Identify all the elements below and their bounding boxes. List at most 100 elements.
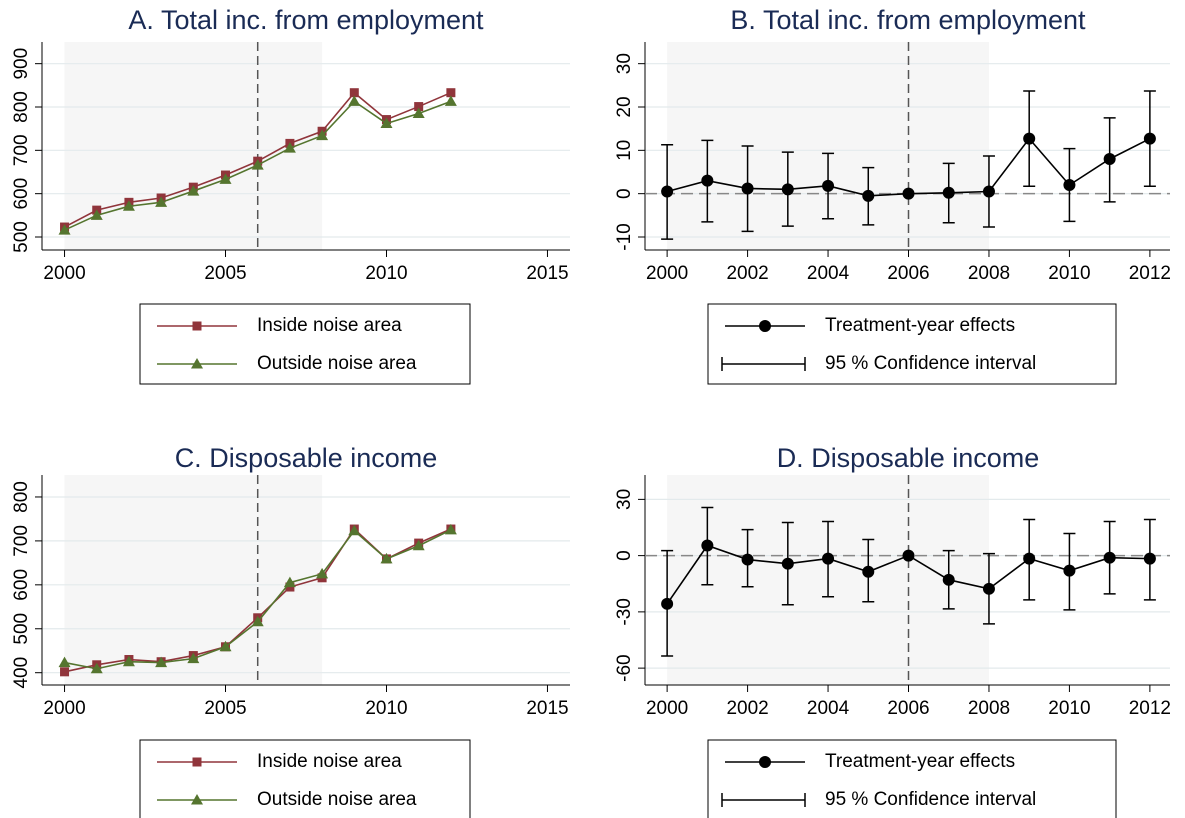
marker <box>1063 564 1076 577</box>
marker <box>191 358 203 369</box>
marker <box>1143 552 1156 565</box>
x-tick-label: 2000 <box>43 263 85 284</box>
marker <box>661 597 674 610</box>
marker <box>862 189 875 202</box>
marker <box>219 173 232 184</box>
x-tick-label: 2008 <box>968 698 1010 719</box>
legend-label: Outside noise area <box>257 789 417 810</box>
legend-box <box>707 303 1117 385</box>
legend-label: Treatment-year effects <box>825 315 1015 336</box>
chart-title: C. Disposable income <box>175 443 438 473</box>
marker <box>58 656 71 668</box>
marker <box>412 107 425 118</box>
marker <box>380 117 393 128</box>
x-tick-label: 2004 <box>807 698 850 719</box>
marker <box>219 640 232 652</box>
chart-title: A. Total inc. from employment <box>128 5 484 35</box>
marker <box>122 200 135 211</box>
marker <box>661 185 674 198</box>
legend-label: Outside noise area <box>257 353 417 374</box>
legend-box <box>707 739 1117 818</box>
marker <box>759 756 771 768</box>
x-tick-label: 2010 <box>365 263 407 284</box>
marker <box>192 321 202 331</box>
marker <box>446 88 456 98</box>
marker <box>701 174 714 187</box>
legend-ci <box>721 793 806 807</box>
y-tick-label: 800 <box>11 481 32 513</box>
marker <box>187 652 200 664</box>
legend-label: Treatment-year effects <box>825 751 1015 772</box>
y-tick-label: 600 <box>11 569 32 601</box>
y-tick-label: 500 <box>11 221 32 253</box>
y-tick-label: -30 <box>614 598 635 625</box>
marker <box>741 553 754 566</box>
y-tick-label: 800 <box>11 91 32 123</box>
marker <box>1023 132 1036 145</box>
marker <box>1023 552 1036 565</box>
marker <box>251 159 264 170</box>
marker <box>191 794 203 805</box>
marker <box>822 552 835 565</box>
marker <box>283 142 296 153</box>
marker <box>741 182 754 195</box>
x-tick-label: 2004 <box>807 263 850 284</box>
y-tick-label: 30 <box>614 53 635 74</box>
y-tick-label: 700 <box>11 525 32 557</box>
marker <box>316 129 329 141</box>
marker <box>316 567 329 579</box>
y-tick-label: -10 <box>614 223 635 250</box>
marker <box>982 185 995 198</box>
marker <box>122 655 135 667</box>
marker <box>192 757 202 767</box>
marker <box>348 524 361 536</box>
marker <box>187 185 200 196</box>
marker <box>759 320 771 332</box>
x-tick-label: 2010 <box>365 698 407 719</box>
shaded-period <box>64 42 323 250</box>
chart-title: B. Total inc. from employment <box>730 5 1086 35</box>
marker <box>380 552 393 564</box>
y-tick-label: 0 <box>614 550 635 561</box>
legend-label: 95 % Confidence interval <box>825 789 1036 810</box>
legend-label: Inside noise area <box>257 315 402 336</box>
marker <box>348 95 361 106</box>
x-tick-label: 2000 <box>646 698 688 719</box>
marker <box>90 209 103 220</box>
x-tick-label: 2000 <box>646 263 688 284</box>
y-tick-label: 700 <box>11 134 32 166</box>
x-tick-label: 2015 <box>526 263 568 284</box>
marker <box>902 549 915 562</box>
marker <box>90 662 103 674</box>
marker <box>444 95 457 106</box>
marker <box>414 102 424 112</box>
marker <box>60 667 70 677</box>
x-tick-label: 2012 <box>1129 698 1171 719</box>
marker <box>781 183 794 196</box>
marker <box>902 187 915 200</box>
marker <box>1103 153 1116 165</box>
marker <box>982 582 995 595</box>
legend-box <box>139 303 471 385</box>
chart-title: D. Disposable income <box>777 443 1040 473</box>
shaded-period <box>64 475 323 685</box>
marker <box>155 656 168 668</box>
marker <box>862 565 875 578</box>
marker <box>251 615 264 627</box>
y-tick-label: 30 <box>614 489 635 510</box>
y-tick-label: 900 <box>11 48 32 80</box>
y-tick-label: 500 <box>11 613 32 645</box>
marker <box>942 573 955 586</box>
y-tick-label: 600 <box>11 178 32 210</box>
marker <box>822 179 835 192</box>
x-tick-label: 2005 <box>204 698 246 719</box>
marker <box>155 196 168 207</box>
y-tick-label: 20 <box>614 96 635 117</box>
x-tick-label: 2002 <box>726 698 768 719</box>
legend-ci <box>721 357 806 371</box>
marker <box>781 557 794 570</box>
marker <box>444 523 457 535</box>
x-tick-label: 2000 <box>43 698 85 719</box>
marker <box>942 186 955 199</box>
